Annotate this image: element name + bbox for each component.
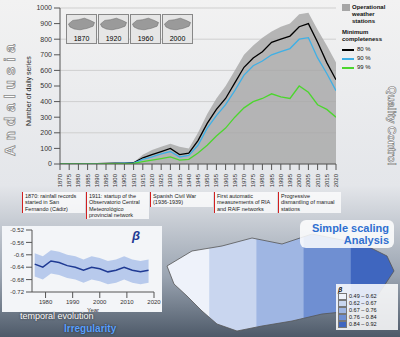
svg-text:1970: 1970: [241, 173, 247, 187]
svg-text:1965: 1965: [232, 173, 238, 187]
html-text:β: β: [132, 228, 141, 243]
html-text:0.67 – 0.76: 0.67 – 0.76: [349, 307, 377, 313]
svg-text:900: 900: [40, 20, 52, 27]
html-text:2000: 2000: [169, 35, 186, 42]
html-text:0.84 – 0.92: 0.84 – 0.92: [349, 321, 377, 327]
svg-text:1950: 1950: [204, 173, 210, 187]
svg-text:2000: 2000: [93, 299, 107, 305]
svg-text:2010: 2010: [315, 173, 321, 187]
svg-text:-0.52: -0.52: [10, 227, 24, 233]
html-text:Operational weather stations: Operational weather stations: [352, 4, 386, 24]
svg-text:2005: 2005: [305, 173, 311, 187]
svg-text:1975: 1975: [250, 173, 256, 187]
svg-text:0: 0: [48, 160, 52, 167]
svg-text:600: 600: [40, 67, 52, 74]
svg-text:2020: 2020: [147, 299, 161, 305]
svg-text:1925: 1925: [158, 173, 164, 187]
svg-text:-0.56: -0.56: [10, 240, 24, 246]
svg-text:1985: 1985: [269, 173, 275, 187]
svg-text:1955: 1955: [213, 173, 219, 187]
svg-text:1920: 1920: [149, 173, 155, 187]
html-text:Progressive dismantling of man: Progressive dismantling of manual statio…: [281, 193, 335, 212]
svg-text:1875: 1875: [66, 173, 72, 187]
svg-text:1980: 1980: [259, 173, 265, 187]
html-text:Spanish Civil War (1936-1939): Spanish Civil War (1936-1939): [153, 193, 197, 206]
html-text:Quality Control: Quality Control: [386, 86, 398, 166]
html-text:0.76 – 0.84: 0.76 – 0.84: [349, 314, 377, 320]
html-text:1911: startup of the Observato: 1911: startup of the Observatorio Centra…: [89, 193, 140, 218]
svg-text:1000: 1000: [36, 4, 52, 11]
svg-text:1930: 1930: [167, 173, 173, 187]
svg-text:1880: 1880: [75, 173, 81, 187]
html-text:0.49 – 0.62: 0.49 – 0.62: [349, 293, 377, 299]
svg-text:1990: 1990: [66, 299, 80, 305]
html-text:0.62 – 0.67: 0.62 – 0.67: [349, 300, 377, 306]
svg-text:-0.68: -0.68: [10, 277, 24, 283]
svg-text:1915: 1915: [140, 173, 146, 187]
html-text:90 %: 90 %: [357, 55, 371, 61]
html-text:First automatic measurements o: First automatic measurements of RIA and …: [217, 193, 271, 212]
html-text:Simple scaling Analysis: Simple scaling Analysis: [312, 222, 389, 246]
svg-text:-0.72: -0.72: [10, 289, 24, 295]
svg-text:1960: 1960: [223, 173, 229, 187]
html-text:1870: rainfall records started: 1870: rainfall records started in San Fe…: [25, 193, 77, 212]
html-text:1960: 1960: [137, 35, 154, 42]
svg-text:2015: 2015: [324, 173, 330, 187]
html-text:99 %: 99 %: [357, 64, 371, 70]
svg-text:1940: 1940: [186, 173, 192, 187]
svg-text:1995: 1995: [287, 173, 293, 187]
html-text:Andalusia: Andalusia: [1, 39, 18, 157]
svg-text:2000: 2000: [296, 173, 302, 187]
svg-text:500: 500: [40, 82, 52, 89]
svg-text:800: 800: [40, 36, 52, 43]
svg-text:1990: 1990: [278, 173, 284, 187]
html-text:Minimum completeness: Minimum completeness: [342, 29, 382, 42]
svg-text:1900: 1900: [112, 173, 118, 187]
svg-text:1870: 1870: [57, 173, 63, 187]
svg-text:2020: 2020: [333, 173, 339, 187]
svg-text:300: 300: [40, 114, 52, 121]
svg-text:1885: 1885: [85, 173, 91, 187]
svg-text:1890: 1890: [94, 173, 100, 187]
svg-text:Number of daily series: Number of daily series: [25, 56, 33, 126]
svg-text:1905: 1905: [121, 173, 127, 187]
html-text:1870: 1870: [73, 35, 90, 42]
svg-text:1895: 1895: [103, 173, 109, 187]
svg-text:100: 100: [40, 145, 52, 152]
svg-text:1935: 1935: [177, 173, 183, 187]
svg-text:200: 200: [40, 129, 52, 136]
html-text:temporal evolution: temporal evolution: [20, 311, 94, 321]
svg-text:1980: 1980: [39, 299, 53, 305]
html-text:β: β: [338, 286, 343, 293]
html-text:Irregularity: Irregularity: [64, 323, 117, 334]
svg-text:1945: 1945: [195, 173, 201, 187]
svg-text:1910: 1910: [131, 173, 137, 187]
html-text:1920: 1920: [105, 35, 122, 42]
svg-text:400: 400: [40, 98, 52, 105]
svg-text:2010: 2010: [120, 299, 134, 305]
html-text:80 %: 80 %: [357, 46, 371, 52]
svg-text:-0.64: -0.64: [10, 264, 24, 270]
svg-text:700: 700: [40, 51, 52, 58]
svg-text:-0.6: -0.6: [14, 252, 25, 258]
